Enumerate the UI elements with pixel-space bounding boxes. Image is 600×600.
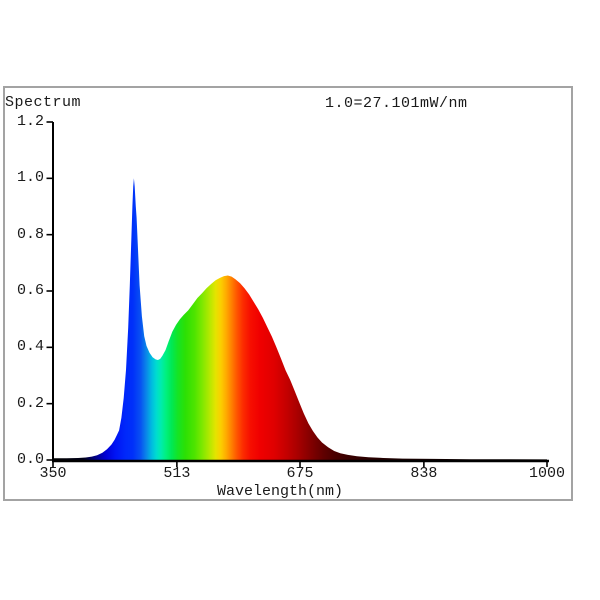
x-axis-title: Wavelength(nm) [216, 483, 344, 500]
spectrum-curve [53, 178, 547, 462]
y-tick-label: 1.0 [16, 169, 44, 187]
y-tick-label: 0.6 [16, 282, 44, 299]
y-tick-label: 1.2 [16, 113, 44, 130]
x-tick-label: 1000 [528, 465, 565, 482]
x-tick-label: 513 [163, 465, 191, 482]
chart-frame [3, 86, 573, 501]
scale-annotation: 1.0=27.101mW/nm [325, 95, 468, 112]
y-tick-label: 0.4 [16, 338, 44, 356]
x-tick-label: 675 [286, 465, 314, 482]
y-tick-label: 0.8 [16, 225, 44, 243]
x-tick-label: 350 [39, 465, 67, 482]
y-tick-label: 0.2 [16, 394, 44, 412]
chart-title: Spectrum [5, 94, 82, 111]
x-tick-label: 838 [410, 465, 438, 482]
y-tick-label: 0.0 [16, 451, 44, 468]
